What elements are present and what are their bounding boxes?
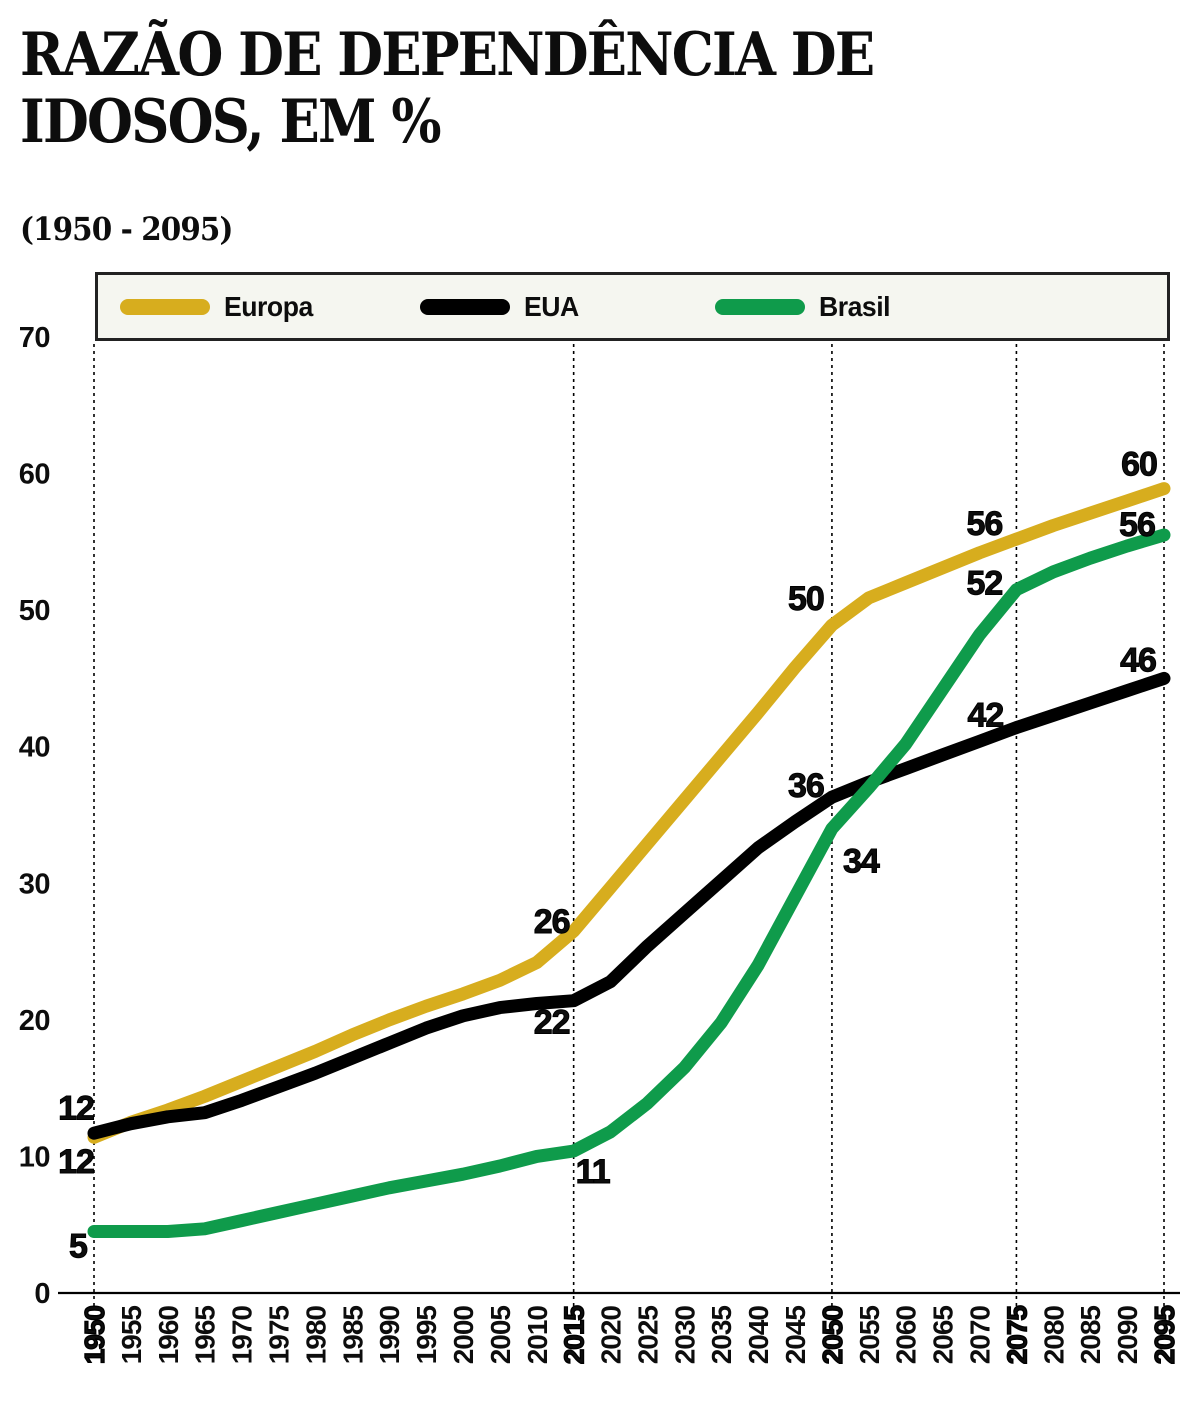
- y-tick-label-60: 60: [19, 459, 50, 491]
- x-tick-label-2005: 2005: [485, 1306, 516, 1365]
- legend: Europa EUA Brasil: [95, 272, 1170, 341]
- x-tick-label-2030: 2030: [669, 1306, 700, 1365]
- legend-item-eua: EUA: [420, 275, 582, 338]
- value-label-europa-2015: 26: [534, 903, 570, 941]
- value-label-brasil-2075: 52: [966, 565, 1002, 603]
- page-title: RAZÃO DE DEPENDÊNCIA DE IDOSOS, EM %: [20, 20, 875, 158]
- legend-label-eua: EUA: [524, 290, 579, 322]
- value-label-europa-2095: 60: [1121, 446, 1157, 484]
- legend-item-europa: Europa: [120, 275, 317, 338]
- x-tick-label-2020: 2020: [596, 1306, 627, 1365]
- x-tick-label-2080: 2080: [1038, 1306, 1069, 1365]
- legend-label-brasil: Brasil: [819, 290, 891, 322]
- x-tick-label-2050: 2050: [817, 1306, 848, 1365]
- x-tick-label-2025: 2025: [632, 1306, 663, 1365]
- x-tick-label-2075: 2075: [1001, 1306, 1032, 1365]
- series-line-brasil: [87, 528, 1171, 1238]
- x-tick-label-1970: 1970: [227, 1306, 258, 1365]
- value-label-eua-2015: 22: [534, 1004, 570, 1042]
- value-label-europa-2050: 50: [788, 580, 824, 618]
- x-tick-label-1975: 1975: [263, 1306, 294, 1365]
- europa-line-swatch-icon: [120, 298, 210, 315]
- value-label-eua-2050: 36: [788, 767, 824, 805]
- value-label-brasil-2015: 11: [576, 1153, 610, 1191]
- series-line-eua: [87, 671, 1171, 1140]
- x-tick-label-2060: 2060: [891, 1306, 922, 1365]
- x-tick-label-1980: 1980: [300, 1306, 331, 1365]
- value-label-eua-1950: 12: [58, 1143, 94, 1181]
- legend-label-europa: Europa: [224, 290, 313, 322]
- y-tick-label-20: 20: [19, 1005, 50, 1037]
- page-subtitle: (1950 - 2095): [20, 210, 233, 248]
- x-tick-label-1955: 1955: [116, 1306, 147, 1365]
- y-tick-label-50: 50: [19, 595, 50, 627]
- x-tick-label-1950: 1950: [79, 1306, 110, 1365]
- x-tick-label-1960: 1960: [153, 1306, 184, 1365]
- x-tick-label-2040: 2040: [743, 1306, 774, 1365]
- x-tick-label-2095: 2095: [1149, 1306, 1180, 1365]
- x-tick-label-2065: 2065: [928, 1306, 959, 1365]
- x-tick-label-2055: 2055: [854, 1306, 885, 1365]
- x-tick-label-2090: 2090: [1112, 1306, 1143, 1365]
- series-line-europa: [87, 482, 1171, 1144]
- y-tick-label-40: 40: [19, 732, 50, 764]
- value-label-brasil-2050: 34: [843, 843, 880, 881]
- y-tick-label-10: 10: [19, 1141, 50, 1173]
- x-tick-label-2070: 2070: [965, 1306, 996, 1365]
- y-tick-label-70: 70: [19, 322, 50, 354]
- y-tick-label-0: 0: [34, 1278, 50, 1310]
- value-label-eua-2095: 46: [1120, 641, 1156, 679]
- value-label-brasil-1950: 5: [69, 1228, 87, 1266]
- value-label-europa-2075: 56: [966, 505, 1002, 543]
- x-tick-label-1990: 1990: [374, 1306, 405, 1365]
- x-tick-label-2045: 2045: [780, 1306, 811, 1365]
- title-line-2: IDOSOS, EM %: [20, 87, 442, 158]
- x-tick-label-2035: 2035: [706, 1306, 737, 1365]
- brasil-line-swatch-icon: [715, 298, 805, 315]
- x-tick-label-1965: 1965: [190, 1306, 221, 1365]
- y-tick-label-30: 30: [19, 868, 50, 900]
- x-tick-label-1995: 1995: [411, 1306, 442, 1365]
- x-tick-label-1985: 1985: [337, 1306, 368, 1365]
- x-tick-label-2000: 2000: [448, 1306, 479, 1365]
- value-label-eua-2075: 42: [967, 697, 1003, 735]
- eua-line-swatch-icon: [420, 298, 510, 315]
- title-line-1: RAZÃO DE DEPENDÊNCIA DE: [20, 20, 875, 90]
- value-label-europa-1950: 12: [58, 1089, 94, 1127]
- value-label-brasil-2095: 56: [1119, 506, 1155, 544]
- x-tick-label-2085: 2085: [1075, 1306, 1106, 1365]
- legend-item-brasil: Brasil: [715, 275, 894, 338]
- x-tick-label-2010: 2010: [522, 1306, 553, 1365]
- x-tick-label-2015: 2015: [559, 1306, 590, 1365]
